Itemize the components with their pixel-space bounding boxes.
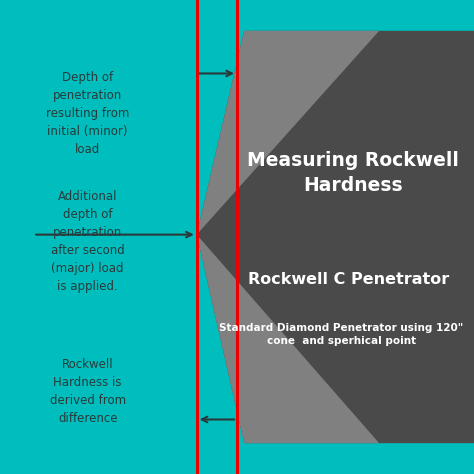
Text: Rockwell
Hardness is
derived from
difference: Rockwell Hardness is derived from differ… <box>50 357 126 425</box>
Text: Rockwell C Penetrator: Rockwell C Penetrator <box>248 272 449 287</box>
Polygon shape <box>197 235 379 443</box>
Text: Standard Diamond Penetrator using 120"
cone  and sperhical point: Standard Diamond Penetrator using 120" c… <box>219 323 464 346</box>
Text: Measuring Rockwell
Hardness: Measuring Rockwell Hardness <box>247 151 459 195</box>
Polygon shape <box>197 31 379 235</box>
Text: Depth of
penetration
resulting from
initial (minor)
load: Depth of penetration resulting from init… <box>46 71 129 156</box>
Polygon shape <box>197 31 474 443</box>
Text: Additional
depth of
penetration
after second
(major) load
is applied.: Additional depth of penetration after se… <box>51 190 125 293</box>
